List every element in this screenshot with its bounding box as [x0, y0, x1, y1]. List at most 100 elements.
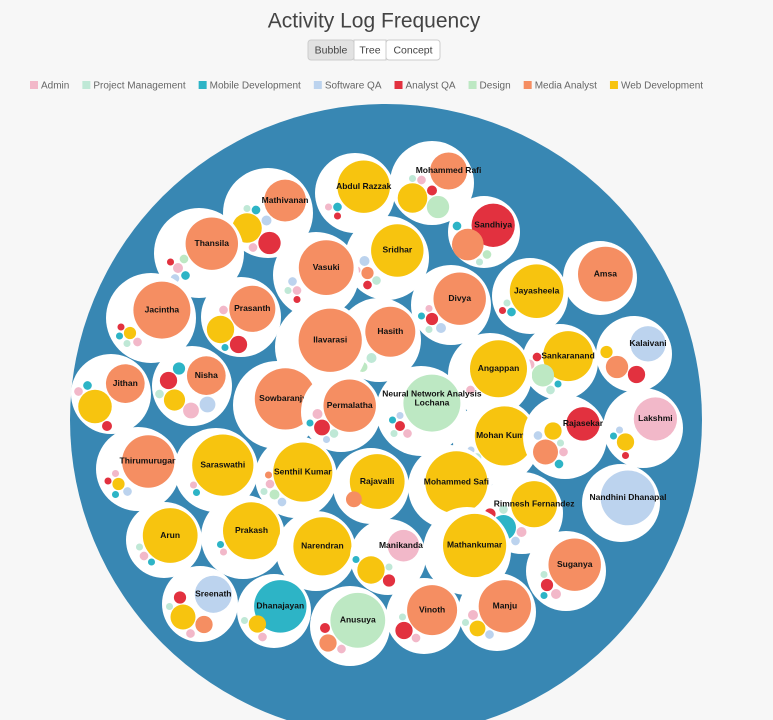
person-name: Thansila — [195, 238, 230, 248]
button-bg[interactable] — [385, 39, 441, 61]
activity-bubble — [258, 632, 267, 642]
person-bubble: Thansila — [154, 208, 244, 298]
person-bubble: Prasanth — [201, 277, 281, 357]
legend-label: Design — [480, 81, 511, 92]
activity-bubble — [264, 471, 273, 479]
person-bubble: Rajavalli — [333, 448, 409, 524]
legend-label: Media Analyst — [535, 81, 597, 92]
activity-bubble — [314, 419, 330, 436]
activity-bubble — [330, 592, 386, 648]
person-bubble: Suganya — [526, 531, 606, 611]
person-name: Sowbaranjya — [259, 393, 312, 403]
activity-bubble — [192, 434, 254, 496]
activity-bubble — [540, 578, 554, 592]
activity-bubble — [123, 326, 137, 340]
activity-bubble — [468, 610, 478, 620]
activity-bubble — [436, 323, 446, 333]
person-name: Amsa — [594, 268, 617, 278]
activity-bubble — [533, 439, 558, 465]
person-name: Hasith — [377, 326, 403, 336]
activity-bubble — [293, 295, 301, 304]
activity-bubble — [139, 551, 149, 561]
activity-bubble — [509, 264, 564, 319]
view-button[interactable]: Tree — [353, 39, 387, 61]
person-bubble: Vinoth — [386, 578, 462, 654]
activity-bubble — [229, 285, 276, 332]
activity-bubble — [229, 335, 248, 354]
activity-bubble — [111, 490, 120, 499]
person-bubble: Anusuya — [310, 586, 390, 666]
activity-bubble — [269, 489, 280, 500]
person-bubble: Manju — [458, 573, 536, 651]
activity-bubble — [566, 407, 600, 441]
activity-bubble — [388, 416, 397, 424]
activity-bubble — [248, 615, 267, 633]
person-name: Narendran — [301, 541, 344, 551]
activity-bubble — [470, 340, 527, 398]
activity-bubble — [288, 277, 297, 286]
activity-bubble — [478, 580, 532, 633]
activity-bubble — [471, 203, 515, 247]
activity-bubble — [293, 517, 352, 576]
activity-bubble — [466, 385, 475, 395]
legend-label: Web Development — [621, 81, 703, 92]
activity-bubble — [135, 543, 144, 551]
person-bubble: Nandhini Dhanapal — [582, 464, 666, 542]
activity-bubble — [433, 272, 486, 325]
legend-swatch — [198, 81, 207, 89]
activity-bubble — [115, 332, 124, 340]
activity-bubble — [425, 312, 439, 326]
person-name: Mathivanan — [262, 195, 309, 205]
person-bubble: Jacintha — [106, 273, 196, 363]
activity-bubble — [186, 629, 195, 638]
activity-bubble — [352, 555, 360, 564]
person-bubble: Lakshmi — [603, 388, 683, 468]
activity-bubble — [251, 205, 261, 215]
activity-bubble — [163, 389, 186, 411]
person-name: Senthil Kumar — [274, 466, 332, 476]
person-name: Kalaivani — [629, 338, 666, 348]
activity-bubble — [277, 497, 287, 507]
legend-label: Software QA — [325, 81, 382, 92]
activity-bubble — [485, 630, 494, 639]
activity-bubble — [123, 487, 132, 496]
view-button[interactable]: Concept — [385, 39, 441, 61]
person-bubble: Divya — [411, 265, 491, 345]
activity-bubble — [363, 280, 372, 290]
button-label[interactable]: Bubble — [315, 44, 348, 56]
activity-bubble — [430, 152, 468, 190]
button-label[interactable]: Tree — [359, 44, 380, 56]
person-bubble: Sandhiya — [448, 196, 520, 268]
activity-bubble — [397, 183, 428, 213]
activity-bubble — [396, 411, 404, 420]
legend-swatch — [313, 81, 322, 89]
activity-bubble — [333, 212, 342, 220]
person-bubble: Arun — [126, 502, 202, 578]
activity-bubble — [630, 326, 666, 362]
view-button[interactable]: Bubble — [307, 39, 355, 61]
activity-bubble — [417, 175, 426, 185]
activity-bubble — [417, 312, 426, 320]
activity-bubble — [183, 402, 199, 419]
legend-swatch — [30, 81, 38, 89]
person-name: Dhanajayan — [256, 601, 304, 611]
person-name: Sankaranand — [541, 350, 594, 360]
activity-bubble — [306, 419, 314, 427]
activity-bubble — [385, 563, 393, 571]
button-label[interactable]: Concept — [393, 44, 432, 56]
person-bubble: Manikandan — [350, 519, 428, 595]
person-name: Nisha — [195, 370, 218, 380]
activity-bubble — [185, 217, 239, 270]
legend-swatch — [394, 81, 403, 89]
activity-bubble — [482, 250, 492, 259]
activity-bubble — [298, 240, 354, 295]
activity-bubble — [173, 263, 183, 273]
activity-bubble — [258, 231, 281, 255]
activity-bubble — [507, 307, 516, 317]
activity-bubble — [337, 160, 390, 213]
activity-bubble — [219, 548, 228, 556]
person-bubble: Mathivanan — [223, 168, 313, 258]
activity-bubble — [627, 365, 646, 384]
legend-label: Mobile Development — [210, 81, 301, 92]
